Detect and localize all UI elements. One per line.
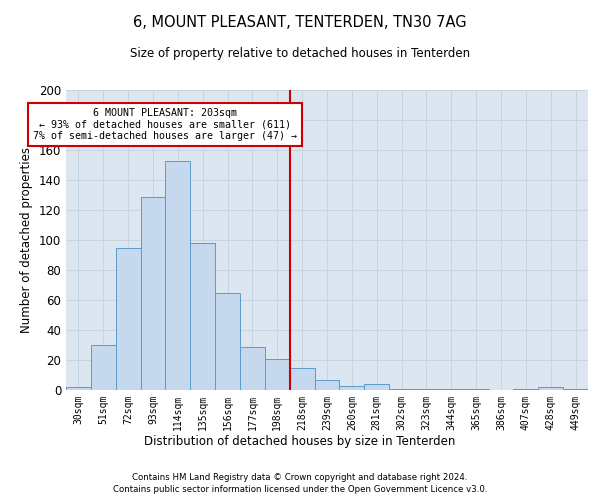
Bar: [290, 368, 314, 390]
Bar: [563, 388, 588, 390]
Text: 6 MOUNT PLEASANT: 203sqm
← 93% of detached houses are smaller (611)
7% of semi-d: 6 MOUNT PLEASANT: 203sqm ← 93% of detach…: [34, 108, 298, 141]
Bar: [389, 388, 414, 390]
Bar: [464, 388, 488, 390]
Bar: [215, 292, 240, 390]
Bar: [240, 346, 265, 390]
Bar: [190, 243, 215, 390]
Bar: [140, 196, 166, 390]
Text: Size of property relative to detached houses in Tenterden: Size of property relative to detached ho…: [130, 48, 470, 60]
Bar: [116, 248, 140, 390]
Text: Distribution of detached houses by size in Tenterden: Distribution of detached houses by size …: [145, 435, 455, 448]
Text: Contains HM Land Registry data © Crown copyright and database right 2024.: Contains HM Land Registry data © Crown c…: [132, 472, 468, 482]
Bar: [265, 358, 290, 390]
Bar: [314, 380, 340, 390]
Bar: [166, 160, 190, 390]
Y-axis label: Number of detached properties: Number of detached properties: [20, 147, 33, 333]
Bar: [66, 387, 91, 390]
Bar: [514, 388, 538, 390]
Text: Contains public sector information licensed under the Open Government Licence v3: Contains public sector information licen…: [113, 485, 487, 494]
Bar: [340, 386, 364, 390]
Bar: [439, 388, 464, 390]
Bar: [538, 387, 563, 390]
Bar: [364, 384, 389, 390]
Bar: [414, 388, 439, 390]
Text: 6, MOUNT PLEASANT, TENTERDEN, TN30 7AG: 6, MOUNT PLEASANT, TENTERDEN, TN30 7AG: [133, 15, 467, 30]
Bar: [91, 345, 116, 390]
